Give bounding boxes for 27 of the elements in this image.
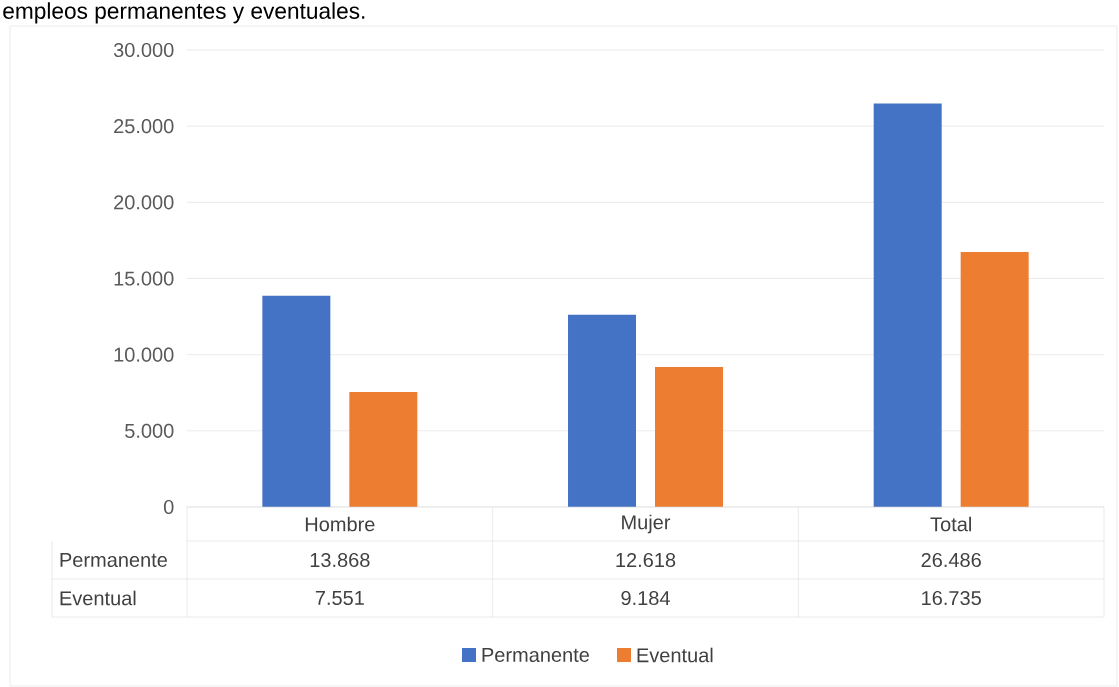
bar	[655, 367, 723, 507]
text: Eventual	[60, 590, 136, 606]
y-tick-label: 0	[163, 499, 174, 515]
bar	[349, 391, 418, 507]
y-tick-label: 5.000	[125, 423, 174, 438]
data-label: 16.735	[922, 590, 981, 606]
x-tick-label: Total	[930, 516, 971, 532]
chart-title: empleos permanentes y eventuales.	[3, 2, 365, 24]
bar	[873, 103, 942, 507]
data-label: 7.551	[315, 591, 364, 605]
y-tick-label: 25.000	[114, 119, 174, 134]
data-label: 12.618	[616, 552, 676, 568]
data-label: 26.486	[921, 552, 981, 568]
bar	[960, 252, 1029, 507]
data-label: 13.868	[310, 552, 370, 568]
x-tick-label: Hombre	[305, 516, 375, 532]
y-tick-label: 10.000	[114, 347, 174, 362]
legend-label: Eventual	[637, 647, 713, 663]
legend-label: Permanente	[482, 648, 589, 662]
bar	[262, 295, 331, 507]
y-tick-label: 20.000	[114, 195, 174, 210]
y-tick-label: 30.000	[113, 42, 174, 58]
text: Permanente	[60, 553, 167, 567]
data-label: 9.184	[621, 590, 670, 606]
bar	[568, 314, 637, 507]
x-tick-label: Mujer	[622, 514, 671, 534]
y-tick-label: 15.000	[114, 271, 174, 286]
